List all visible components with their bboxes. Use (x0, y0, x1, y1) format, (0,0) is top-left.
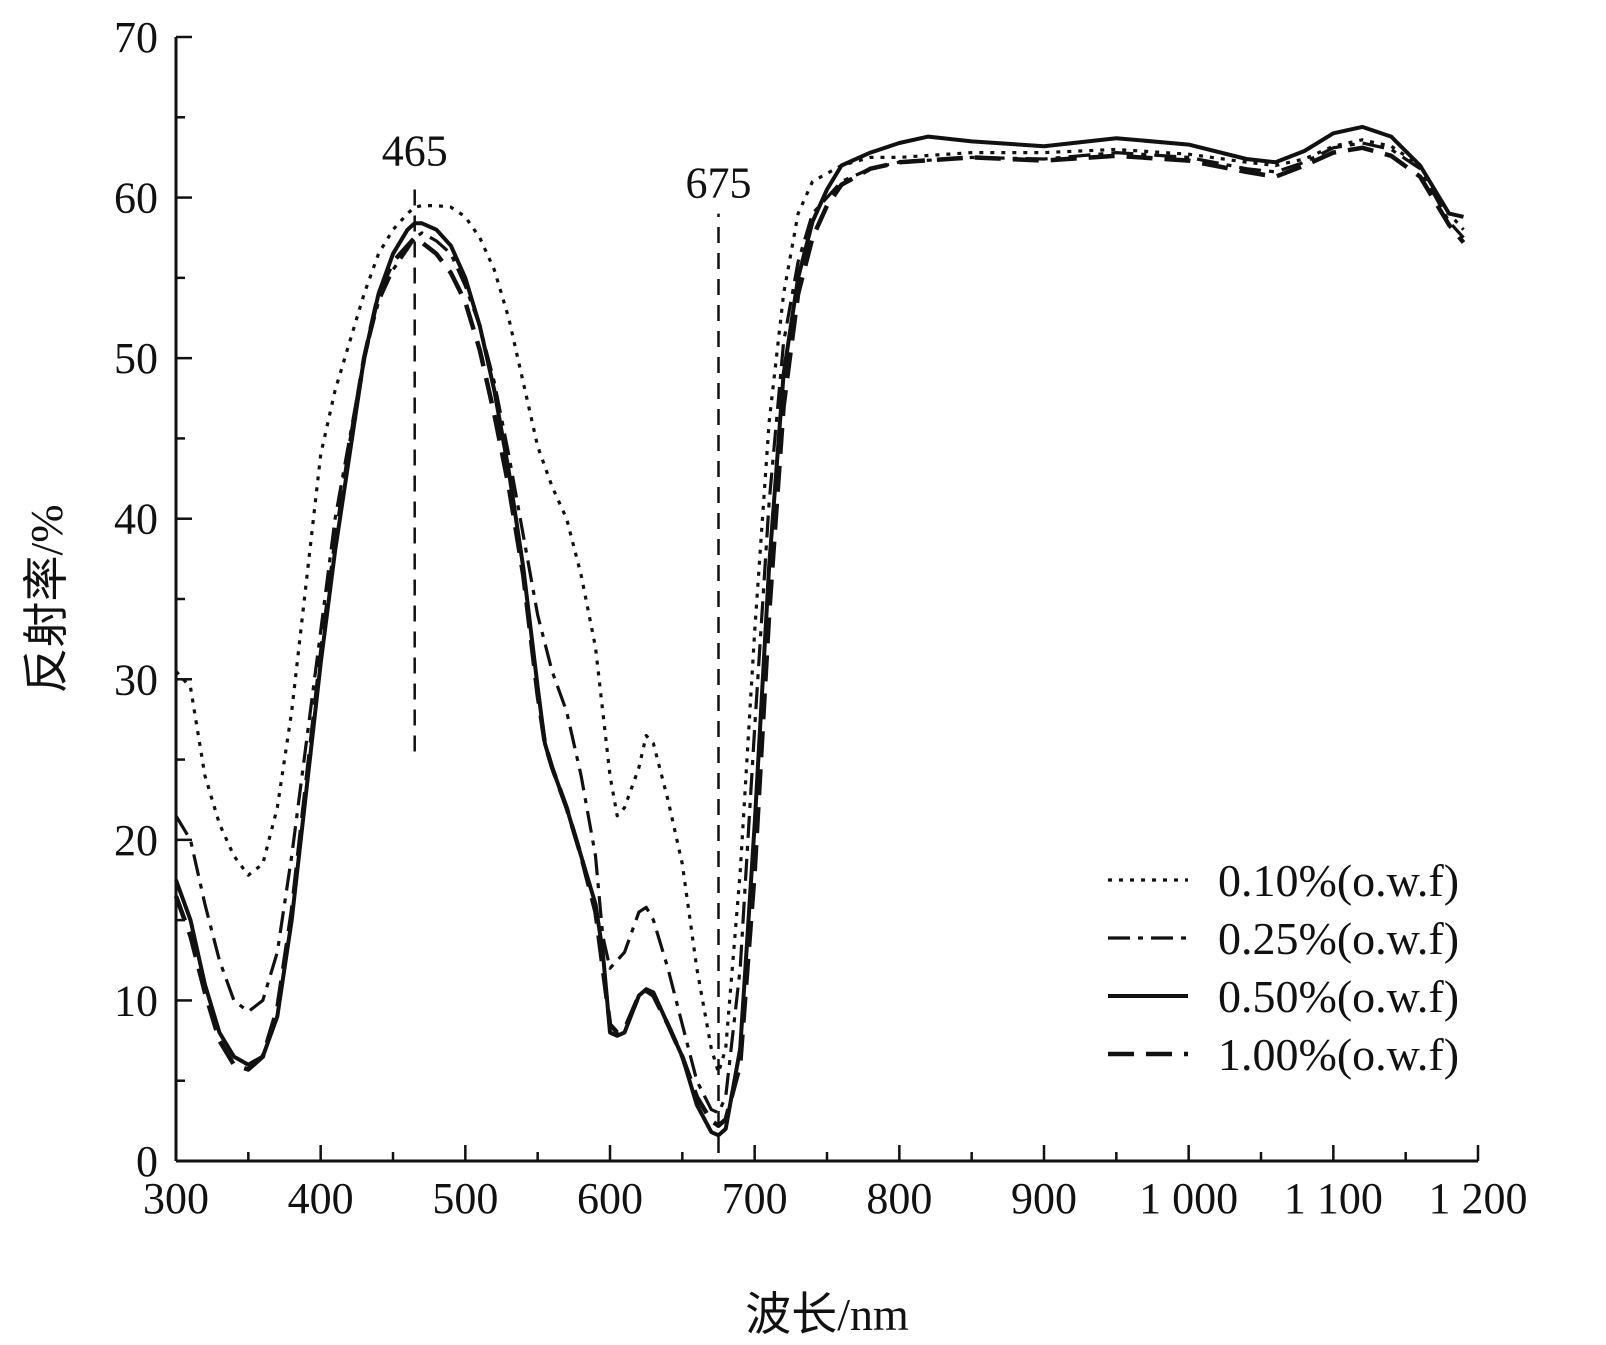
axes: 300 400 500 600 700 800 900 1 000 1 100 1 200 0 10 2… (114, 13, 1528, 1223)
y-tick-label: 50 (114, 334, 158, 383)
series-group (173, 124, 1466, 1138)
y-tick-label: 70 (114, 13, 158, 62)
annotation-label: 675 (686, 159, 752, 208)
x-tick-label: 900 (1011, 1174, 1077, 1223)
legend-label: 0.10%(o.w.f) (1218, 855, 1459, 906)
x-tick-label: 300 (143, 1174, 209, 1223)
y-tick-label: 20 (114, 816, 158, 865)
y-tick-label: 0 (136, 1137, 158, 1186)
x-tick-label: 500 (432, 1174, 498, 1223)
series-line (173, 145, 1466, 1128)
series-line (174, 138, 1465, 1075)
x-tick-label: 1 000 (1139, 1174, 1238, 1223)
legend: 0.10%(o.w.f) 0.25%(o.w.f) 0.50%(o.w.f) 1.00… (1108, 855, 1459, 1080)
x-tick-label: 600 (577, 1174, 643, 1223)
y-tick-label: 10 (114, 976, 158, 1025)
annotations: 465 675 (382, 127, 752, 1153)
x-tick-label: 800 (866, 1174, 932, 1223)
x-tick-label: 700 (722, 1174, 788, 1223)
series-line (174, 141, 1465, 1115)
x-tick-label: 1 100 (1284, 1174, 1383, 1223)
y-tick-label: 40 (114, 495, 158, 544)
annotation-label: 465 (382, 127, 448, 176)
legend-label: 0.50%(o.w.f) (1218, 971, 1459, 1022)
series-line (174, 124, 1464, 1138)
y-axis-title: 反射率/% (21, 504, 72, 693)
x-tick-label: 1 200 (1429, 1174, 1528, 1223)
y-tick-label: 30 (114, 655, 158, 704)
legend-label: 0.25%(o.w.f) (1218, 913, 1459, 964)
legend-label: 1.00%(o.w.f) (1218, 1029, 1459, 1080)
y-tick-label: 60 (114, 174, 158, 223)
x-tick-label: 400 (288, 1174, 354, 1223)
x-axis-title: 波长/nm (745, 1289, 909, 1340)
